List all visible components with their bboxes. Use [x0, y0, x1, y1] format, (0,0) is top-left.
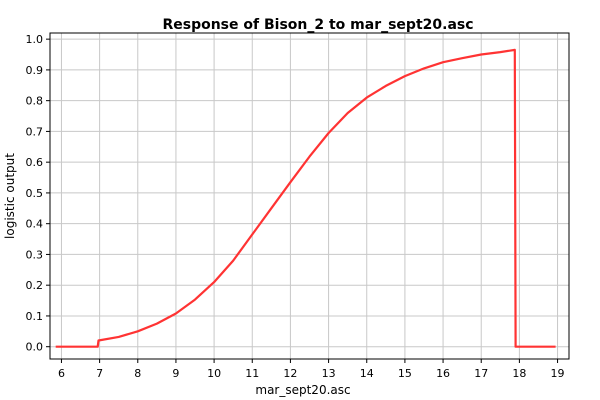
x-axis: 6 7 8 9 10 11 12 13 14 15 16 17 18 19 — [58, 359, 565, 380]
x-axis-label: mar_sept20.asc — [255, 383, 350, 397]
y-tick-label: 0.5 — [26, 187, 44, 200]
x-tick-label: 8 — [134, 367, 141, 380]
y-tick-label: 0.3 — [26, 248, 44, 261]
y-tick-label: 1.0 — [26, 33, 44, 46]
x-tick-label: 13 — [322, 367, 336, 380]
x-tick-label: 18 — [512, 367, 526, 380]
y-tick-label: 0.8 — [26, 95, 44, 108]
plot-frame — [49, 32, 570, 360]
x-tick-label: 10 — [207, 367, 221, 380]
x-tick-label: 9 — [172, 367, 179, 380]
x-tick-label: 12 — [283, 367, 297, 380]
y-tick-label: 0.2 — [26, 279, 44, 292]
y-tick-label: 0.6 — [26, 156, 44, 169]
x-tick-label: 19 — [551, 367, 565, 380]
x-tick-label: 17 — [474, 367, 488, 380]
y-axis: 0.0 0.1 0.2 0.3 0.4 0.5 0.6 0.7 0.8 0.9 1.0 — [26, 33, 50, 354]
x-tick-label: 15 — [398, 367, 412, 380]
series-line — [55, 48, 556, 348]
series-layer — [55, 48, 556, 348]
y-axis-label: logistic output — [3, 153, 17, 239]
y-tick-label: 0.1 — [26, 310, 44, 323]
y-tick-label: 0.7 — [26, 125, 44, 138]
grid — [50, 33, 569, 359]
y-tick-label: 0.4 — [26, 218, 44, 231]
x-tick-label: 7 — [96, 367, 103, 380]
x-tick-label: 14 — [360, 367, 374, 380]
y-tick-label: 0.0 — [26, 341, 44, 354]
x-tick-label: 11 — [245, 367, 259, 380]
x-tick-label: 6 — [58, 367, 65, 380]
y-tick-label: 0.9 — [26, 64, 44, 77]
chart-title: Response of Bison_2 to mar_sept20.asc — [162, 17, 473, 33]
x-tick-label: 16 — [436, 367, 450, 380]
